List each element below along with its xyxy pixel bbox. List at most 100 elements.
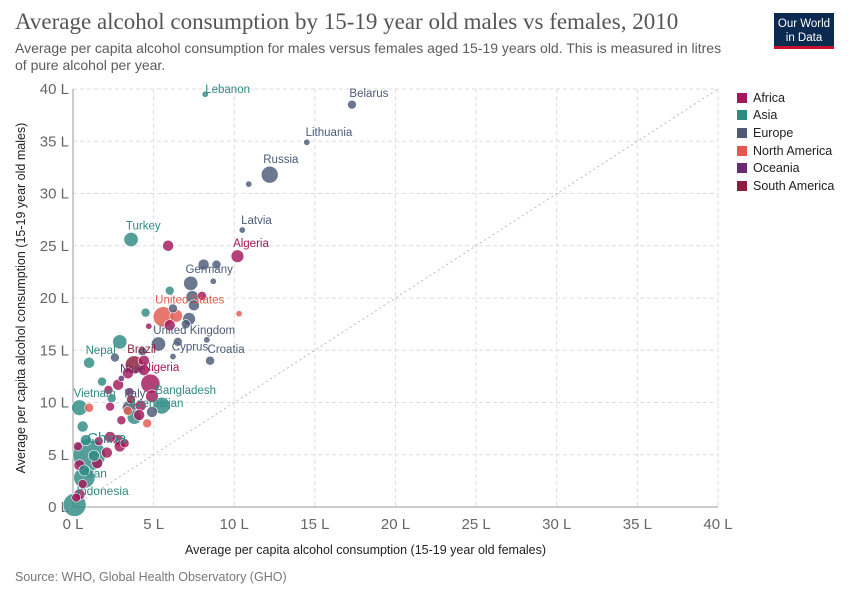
legend-label: North America [753,143,833,158]
data-point [203,336,211,344]
point-label-nepal: Nepal [86,345,116,357]
data-point [172,337,183,347]
data-point [145,389,159,403]
data-point [80,434,92,446]
logo-line-2: in Data [785,32,823,44]
legend-item[interactable]: Europe [737,124,834,142]
chart-title: Average alcohol consumption by 15-19 yea… [15,9,679,34]
data-point [93,436,104,446]
legend-swatch [737,110,747,121]
point-label-niue: Niue [120,363,144,375]
data-point [121,367,134,380]
data-point-cyprus [169,353,177,361]
point-label-indonesia: Indonesia [77,484,129,498]
legend-item[interactable]: Asia [737,107,834,125]
data-point [140,307,151,318]
data-point-croatia [205,355,215,366]
point-label-croatia: Croatia [208,344,246,356]
data-point-niue [117,374,125,382]
x-tick-label: 35 L [623,516,652,533]
data-point [126,394,136,405]
data-point [133,409,145,421]
data-point [103,385,114,395]
point-label-algeria: Algeria [233,238,269,250]
x-tick-label: 0 L [63,516,84,533]
data-point [197,258,210,271]
data-point [168,303,178,314]
y-tick-label: 40 L [40,81,69,98]
data-point [162,239,174,252]
data-point-latvia [238,226,246,234]
data-point [197,291,207,301]
legend-item[interactable]: North America [737,142,834,160]
data-point-algeria [230,249,245,263]
data-point [77,479,88,489]
data-point [181,319,191,329]
point-label-italy: Italy [124,389,145,401]
point-label-azerbaijan: Azerbaijan [129,398,183,410]
y-tick-label: 15 L [40,342,69,359]
point-label-united-states: United States [155,295,224,307]
y-tick-label: 20 L [40,290,69,307]
x-tick-label: 15 L [300,516,329,533]
data-point [137,346,148,357]
data-point [163,319,176,332]
point-label-latvia: Latvia [241,215,272,227]
legend-item[interactable]: Oceania [737,159,834,177]
data-point [76,420,89,433]
data-point [164,285,175,296]
legend-label: Oceania [753,161,800,176]
x-tick-label: 20 L [381,516,410,533]
y-tick-label: 30 L [40,186,69,203]
legend: Africa Asia Europe North America Oceania Sout… [737,89,834,195]
legend-label: Europe [753,125,794,140]
legend-swatch [737,180,747,191]
owid-logo[interactable]: Our World in Data [774,13,834,49]
data-point [88,449,100,462]
data-point [146,406,158,418]
x-tick-label: 40 L [703,516,732,533]
point-label-united-kingdom: United Kingdom [153,325,235,337]
point-label-belarus: Belarus [349,88,388,100]
data-point-lithuania [303,138,311,146]
data-point [116,415,127,426]
diagonal-parity-line [72,88,719,508]
point-label-russia: Russia [263,154,299,166]
data-point-united-kingdom [151,336,166,352]
x-tick-label: 5 L [143,516,164,533]
legend-label: Africa [753,90,785,105]
x-tick-label: 25 L [462,516,491,533]
point-label-iran: Iran [86,467,107,481]
data-point [97,376,107,387]
data-point-belarus [347,99,357,110]
data-point [101,446,113,459]
data-point-lebanon [201,90,209,98]
legend-swatch [737,163,747,174]
data-point [84,402,94,413]
data-point [78,464,91,477]
data-point-russia [260,165,279,184]
legend-item[interactable]: South America [737,177,834,195]
data-point [105,401,115,412]
legend-label: South America [753,178,835,193]
point-label-china: China [87,430,127,447]
data-point [145,322,153,330]
data-point [110,352,120,363]
y-tick-label: 25 L [40,238,69,255]
point-label-vietnam: Vietnam [74,388,116,400]
data-point [104,431,116,443]
data-point [138,364,150,376]
data-point [209,277,217,285]
data-point [142,418,153,429]
data-point [211,259,222,270]
legend-swatch [737,145,747,156]
legend-item[interactable]: Africa [737,89,834,107]
data-point-nepal [83,356,95,369]
point-label-lithuania: Lithuania [306,127,353,139]
logo-line-1: Our World [777,18,831,30]
data-point-turkey [123,232,139,247]
data-point [235,310,243,318]
data-point [245,180,253,188]
y-tick-label: 10 L [40,395,69,412]
